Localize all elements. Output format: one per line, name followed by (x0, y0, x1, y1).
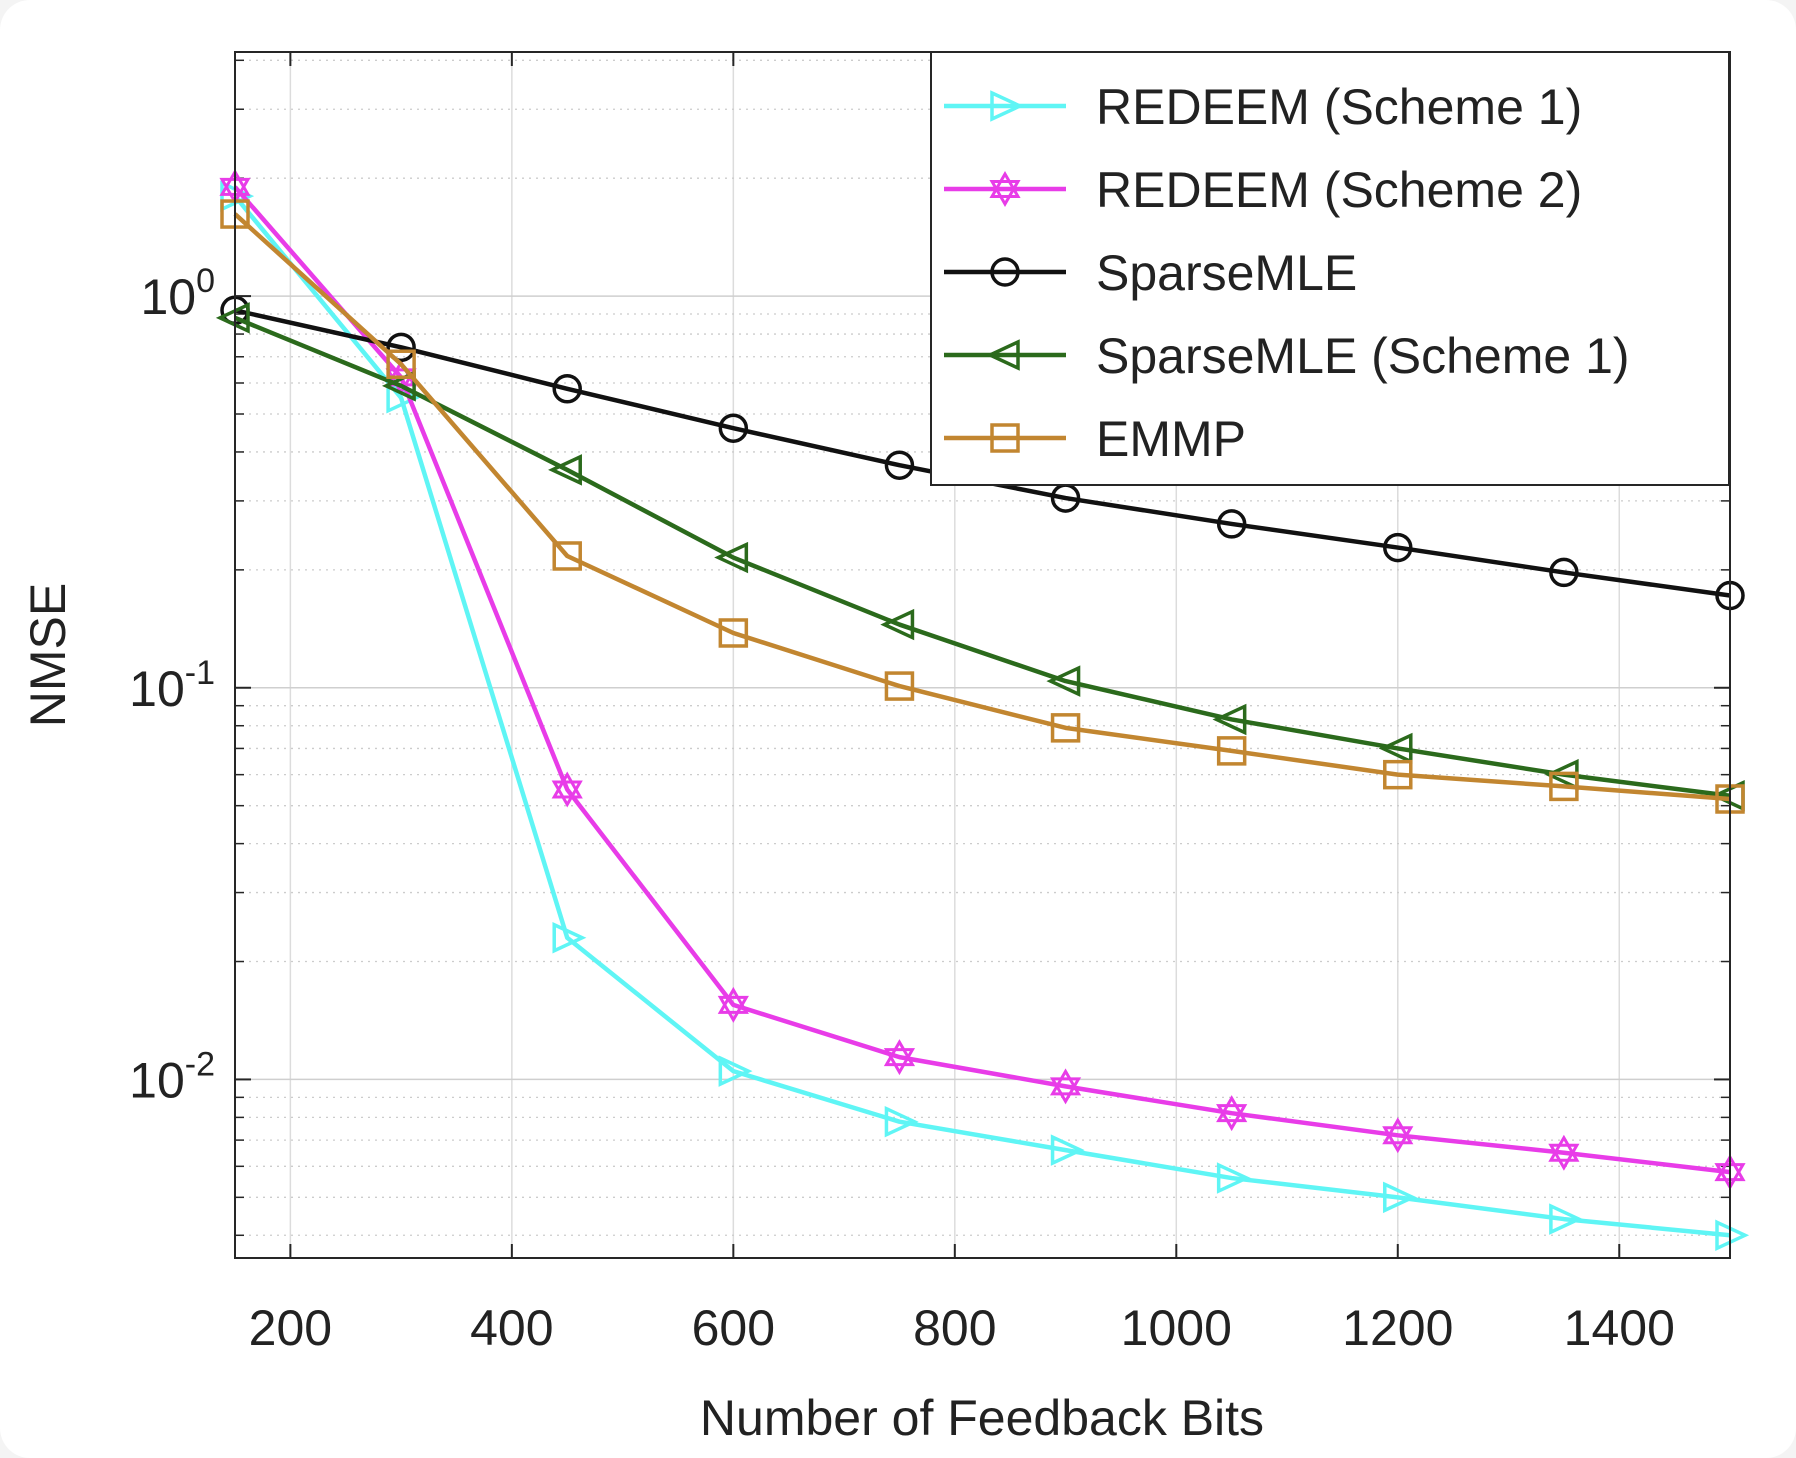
data-point (990, 257, 1020, 287)
data-point (718, 1055, 753, 1087)
y-tick-label: 100 (140, 262, 215, 325)
x-axis-ticks: 200 400 600 800 1000 1200 1400 (249, 52, 1675, 1356)
hexagram-part (717, 995, 749, 1023)
data-point (1212, 703, 1247, 736)
legend-label: REDEEM (Scheme 2) (1096, 162, 1582, 218)
legend-entry: SparseMLE (Scheme 1) (944, 328, 1630, 384)
legend-entry: REDEEM (Scheme 2) (944, 162, 1582, 218)
hexagram-part (1548, 1134, 1580, 1162)
x-tick-label: 1200 (1342, 1300, 1453, 1356)
data-point (1216, 736, 1247, 766)
legend-entry: EMMP (944, 411, 1246, 467)
series-emmp (220, 199, 1745, 814)
hexagram-part (551, 780, 583, 808)
hexagram-part (989, 180, 1021, 208)
x-axis-label: Number of Feedback Bits (700, 1390, 1264, 1446)
data-point (1383, 759, 1413, 790)
y-tick-label: 10-1 (129, 654, 215, 717)
legend: REDEEM (Scheme 1) REDEEM (Scheme 2) Sparse… (930, 51, 1730, 486)
legend-entry: SparseMLE (944, 245, 1357, 301)
data-point (989, 170, 1021, 208)
data-point (1046, 665, 1081, 697)
data-point (552, 374, 582, 404)
x-tick-label: 400 (470, 1300, 553, 1356)
data-point (884, 450, 915, 480)
legend-label: SparseMLE (1096, 245, 1357, 301)
hexagram-part (1216, 1104, 1248, 1132)
hexagram-part (1382, 1117, 1414, 1145)
hexagram-part (1049, 1077, 1082, 1105)
data-point (1216, 1162, 1251, 1194)
legend-entry: REDEEM (Scheme 1) (944, 79, 1582, 135)
data-point (548, 454, 582, 486)
data-point (883, 1039, 916, 1076)
data-point (1378, 732, 1413, 765)
series-line (233, 185, 1731, 1175)
data-point (990, 423, 1020, 453)
data-point (714, 541, 749, 574)
hexagram-part (551, 771, 583, 799)
legend-label: EMMP (1096, 411, 1246, 467)
data-point (1549, 1203, 1584, 1235)
x-tick-label: 1000 (1121, 1300, 1232, 1356)
hexagram-part (883, 1048, 916, 1076)
legend-label: REDEEM (Scheme 1) (1096, 79, 1582, 135)
hexagram-part (1382, 1126, 1414, 1154)
data-point (1050, 713, 1081, 743)
y-axis-ticks: 100 10-1 10-2 (129, 262, 1730, 1108)
data-point (880, 608, 915, 641)
x-tick-label: 200 (249, 1300, 332, 1356)
series-line (233, 212, 1731, 802)
legend-label: SparseMLE (Scheme 1) (1096, 328, 1630, 384)
hexagram-part (1216, 1095, 1248, 1123)
series-sparsemle-scheme-1 (215, 302, 1745, 812)
x-tick-label: 800 (913, 1300, 996, 1356)
data-point (884, 1105, 919, 1138)
legend-box (930, 51, 1730, 486)
data-point (551, 771, 583, 808)
data-point (717, 986, 749, 1023)
y-axis-label: NMSE (20, 583, 76, 727)
data-point (386, 332, 416, 363)
data-point (1382, 1117, 1414, 1154)
data-point (552, 922, 587, 954)
data-point (386, 349, 416, 379)
series-line (234, 315, 1731, 798)
hexagram-part (1049, 1068, 1082, 1096)
data-point (552, 541, 582, 571)
data-point (1549, 771, 1579, 802)
data-point (718, 618, 749, 648)
data-point (1050, 1134, 1085, 1166)
data-point (1549, 557, 1579, 588)
data-point (381, 370, 416, 402)
data-point (884, 671, 915, 701)
hexagram-part (717, 986, 749, 1014)
hexagram-part (989, 170, 1021, 198)
data-point (1548, 1134, 1580, 1171)
hexagram-part (1548, 1143, 1580, 1171)
data-point (985, 339, 1020, 371)
x-tick-label: 1400 (1564, 1300, 1675, 1356)
data-point (1383, 532, 1413, 563)
x-tick-label: 600 (692, 1300, 775, 1356)
data-point (1216, 1095, 1248, 1132)
series-line (233, 194, 1731, 1238)
data-point (1216, 509, 1247, 539)
series-redeem-scheme-1 (220, 180, 1750, 1252)
data-point (1383, 1181, 1417, 1214)
hexagram-part (883, 1039, 916, 1067)
data-point (990, 90, 1025, 122)
y-tick-label: 10-2 (129, 1045, 215, 1108)
data-point (718, 413, 749, 443)
data-point (1049, 1068, 1082, 1105)
